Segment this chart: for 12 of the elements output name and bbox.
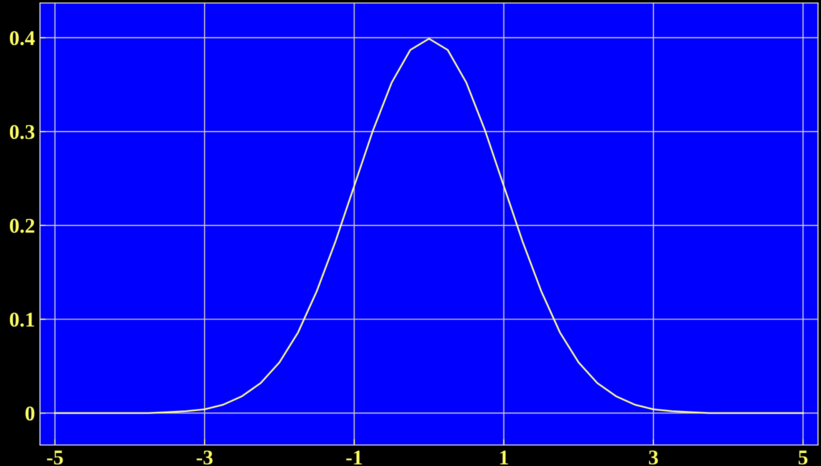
y-tick-label: 0.3 [10,124,34,140]
x-tick-label: -5 [47,450,63,465]
x-tick-label: -3 [196,450,213,465]
line-series [54,38,804,414]
y-tick-label: 0 [26,406,34,421]
y-tick-label: 0.4 [10,31,35,46]
x-tick-label: -1 [346,450,362,464]
x-tick-label: 3 [649,450,658,465]
y-tick-label: 0.2 [10,218,34,233]
x-tick-label: 1 [500,450,508,464]
x-tick-label: 5 [798,450,808,465]
y-tick-label: 0.1 [10,312,34,327]
